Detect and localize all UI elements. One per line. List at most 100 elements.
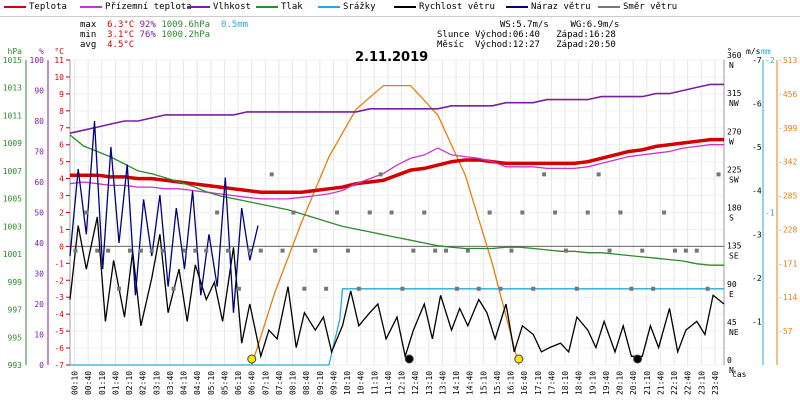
- x-tick-label: 19:40: [602, 371, 611, 395]
- x-tick-label: 13:10: [425, 371, 434, 395]
- radiation-tick-label: -456: [778, 90, 797, 99]
- x-tick-label: 01:40: [111, 371, 120, 395]
- celsius-tick-label: 4: [59, 175, 64, 184]
- wind-direction-point: [411, 248, 416, 253]
- x-tick-label: 03:40: [166, 371, 175, 395]
- wind-direction-point: [291, 210, 296, 215]
- x-tick-label: 09:10: [316, 371, 325, 395]
- wind-direction-point: [444, 248, 449, 253]
- celsius-tick-label: 11: [54, 56, 64, 65]
- x-tick-label: 17:40: [547, 371, 556, 395]
- series-line-rychlost-v-tru: [69, 216, 725, 359]
- stats-sun: Slunce Východ:06:40 Západ:16:28: [437, 30, 616, 40]
- x-tick-label: 21:10: [643, 371, 652, 395]
- hpa-tick-label: 1007: [3, 167, 22, 176]
- x-tick-label: 23:10: [697, 371, 706, 395]
- wind-direction-point: [553, 210, 558, 215]
- wind-direction-point: [607, 248, 612, 253]
- wind-direction-point: [629, 286, 634, 291]
- wind-direction-point: [585, 210, 590, 215]
- celsius-tick-label: -3: [54, 293, 64, 302]
- wind-direction-point: [454, 286, 459, 291]
- wind-direction-point: [563, 248, 568, 253]
- legend-pressure: Tlak: [256, 2, 303, 12]
- degrees-tick-label: 270: [727, 127, 742, 136]
- ms-tick-label: -6: [752, 100, 762, 109]
- x-tick-label: 11:10: [370, 371, 379, 395]
- radiation-tick-label: -399: [778, 124, 797, 133]
- x-tick-label: 00:40: [84, 371, 93, 395]
- legend-wind-dir: Směr větru: [598, 2, 677, 12]
- degrees-tick-label: 90: [727, 280, 737, 289]
- celsius-tick-label: -2: [54, 276, 64, 285]
- wind-direction-point: [356, 286, 361, 291]
- wind-direction-point: [498, 286, 503, 291]
- x-tick-label: 04:40: [193, 371, 202, 395]
- radiation-tick-label: -114: [778, 293, 797, 302]
- wind-direction-point: [269, 172, 274, 177]
- degrees-tick-label: 360: [727, 51, 742, 60]
- degrees-dir-label: SW: [729, 175, 739, 184]
- ms-tick-label: -7: [752, 56, 762, 65]
- x-tick-label: 16:10: [507, 371, 516, 395]
- radiation-tick-label: -228: [778, 225, 797, 234]
- radiation-tick-label: -171: [778, 259, 797, 268]
- degrees-dir-label: NW: [729, 99, 739, 108]
- x-tick-label: 02:40: [139, 371, 148, 395]
- x-tick-label: 07:40: [275, 371, 284, 395]
- wind-direction-point: [509, 248, 514, 253]
- series-line-n-raz-v-tru: [69, 120, 259, 313]
- celsius-tick-label: 10: [54, 73, 64, 82]
- stats-max: max 6.3°C 92% 1009.6hPa 0.5mm: [80, 20, 249, 30]
- percent-tick-label: 0: [39, 361, 44, 370]
- legend-wind-speed: Rychlost větru: [394, 2, 495, 12]
- percent-tick-label: 90: [34, 87, 44, 96]
- wind-direction-point: [367, 210, 372, 215]
- celsius-tick-label: -4: [54, 310, 64, 319]
- chart-title: 2.11.2019: [355, 50, 429, 65]
- hpa-tick-label: 1005: [3, 195, 22, 204]
- wind-direction-point: [117, 286, 122, 291]
- marker-moonrise: [404, 354, 414, 364]
- wind-direction-point: [640, 248, 645, 253]
- radiation-line: [251, 84, 520, 366]
- degrees-dir-label: N: [729, 366, 734, 375]
- percent-tick-label: 80: [34, 117, 44, 126]
- ms-tick-label: -4: [752, 187, 762, 196]
- percent-tick-label: 30: [34, 270, 44, 279]
- celsius-tick-label: 6: [59, 141, 64, 150]
- hpa-tick-label: 999: [8, 278, 23, 287]
- wind-direction-point: [520, 210, 525, 215]
- radiation-tick-label: -285: [778, 192, 797, 201]
- degrees-tick-label: 45: [727, 318, 737, 327]
- wind-direction-point: [73, 248, 78, 253]
- wind-direction-point: [433, 248, 438, 253]
- x-tick-label: 22:10: [670, 371, 679, 395]
- x-tick-label: 02:10: [125, 371, 134, 395]
- x-tick-label: 11:40: [384, 371, 393, 395]
- wind-direction-point: [335, 210, 340, 215]
- degrees-dir-label: S: [729, 214, 734, 223]
- wind-direction-point: [182, 248, 187, 253]
- wind-direction-point: [95, 248, 100, 253]
- stats-avg: avg 4.5°C: [80, 40, 135, 50]
- x-tick-label: 21:40: [656, 371, 665, 395]
- wind-direction-point: [302, 286, 307, 291]
- wind-direction-point: [618, 210, 623, 215]
- celsius-unit: °C: [54, 47, 64, 56]
- x-tick-label: 22:40: [684, 371, 693, 395]
- degrees-dir-label: SE: [729, 252, 739, 261]
- ms-tick-label: -1: [752, 317, 762, 326]
- x-tick-label: 05:40: [220, 371, 229, 395]
- wind-direction-point: [215, 210, 220, 215]
- percent-tick-label: 100: [30, 56, 45, 65]
- wind-direction-point: [84, 210, 89, 215]
- x-tick-label: 20:10: [616, 371, 625, 395]
- hpa-tick-label: 993: [8, 361, 23, 370]
- x-tick-label: 06:40: [248, 371, 257, 395]
- ms-tick-label: -3: [752, 230, 762, 239]
- percent-tick-label: 20: [34, 300, 44, 309]
- series-line-p-zemn-teplota: [69, 144, 724, 200]
- x-tick-label: 16:40: [520, 371, 529, 395]
